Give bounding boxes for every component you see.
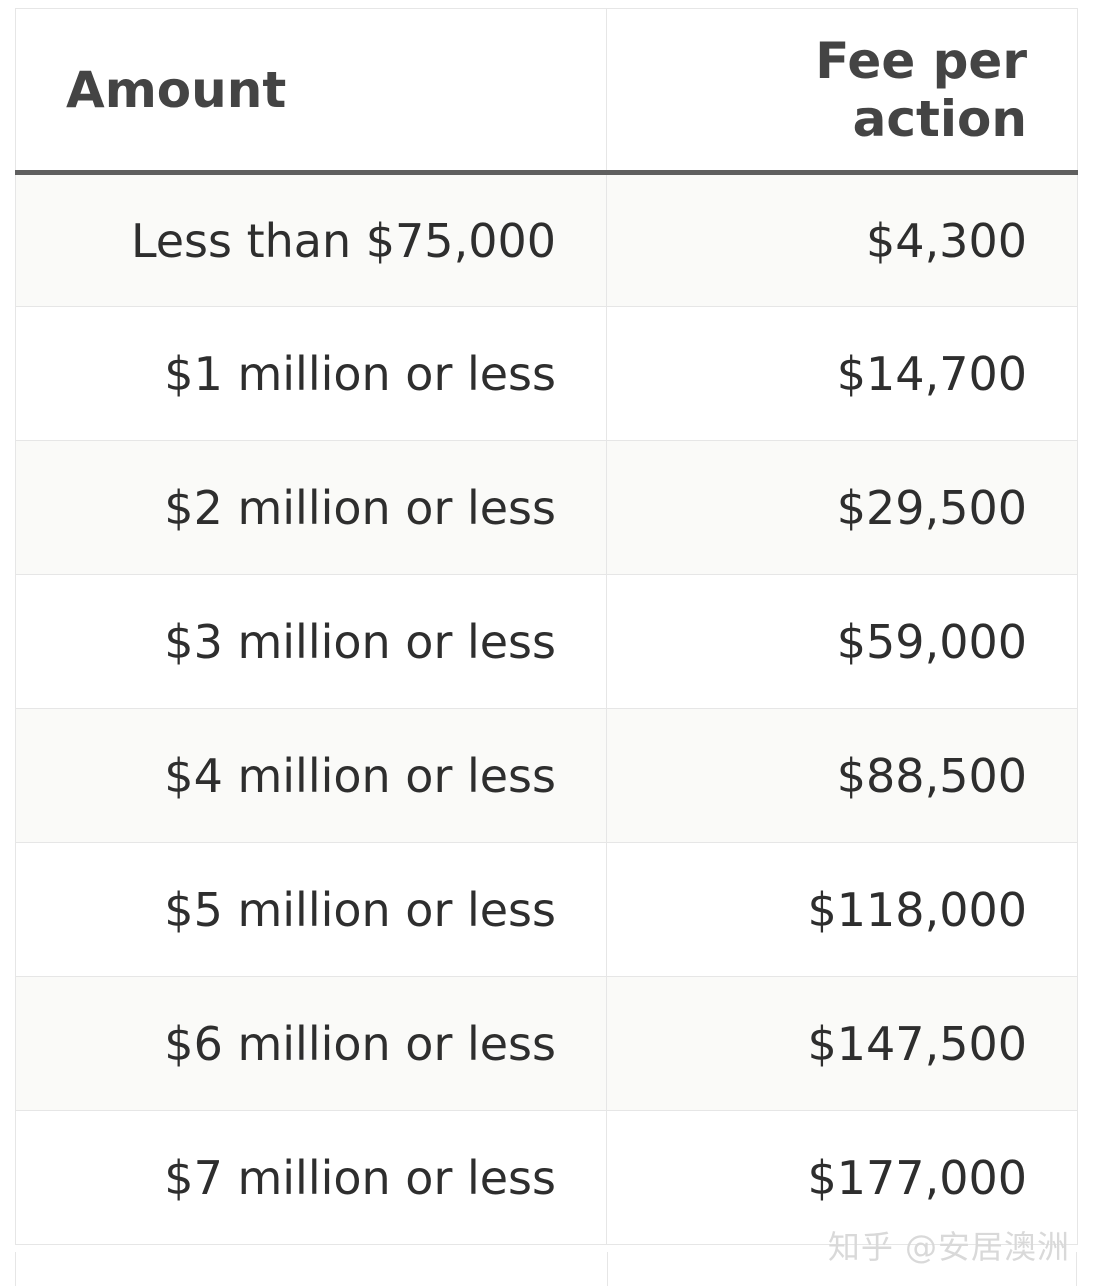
table-row: $7 million or less $177,000 <box>15 1110 1078 1245</box>
table-row: $4 million or less $88,500 <box>15 708 1078 843</box>
fee-table-container: Amount Fee per action Less than $75,000 … <box>15 8 1078 1245</box>
table-row: Less than $75,000 $4,300 <box>15 172 1078 307</box>
fee-cell: $14,700 <box>606 306 1078 441</box>
amount-cell: $3 million or less <box>15 574 607 709</box>
fee-cell: $59,000 <box>606 574 1078 709</box>
column-divider <box>607 1252 608 1286</box>
amount-cell: $2 million or less <box>15 440 607 575</box>
header-amount: Amount <box>15 8 607 175</box>
fee-cell: $29,500 <box>606 440 1078 575</box>
fee-cell: $147,500 <box>606 976 1078 1111</box>
table-row: $2 million or less $29,500 <box>15 440 1078 575</box>
table-row: $6 million or less $147,500 <box>15 976 1078 1111</box>
header-fee-per-action: Fee per action <box>606 8 1078 175</box>
fee-cell: $88,500 <box>606 708 1078 843</box>
table-row: $3 million or less $59,000 <box>15 574 1078 709</box>
header-row: Amount Fee per action <box>15 8 1078 175</box>
amount-cell: Less than $75,000 <box>15 172 607 307</box>
table-row: $5 million or less $118,000 <box>15 842 1078 977</box>
watermark: 知乎 @安居澳洲 <box>827 1228 1070 1266</box>
amount-cell: $5 million or less <box>15 842 607 977</box>
amount-cell: $4 million or less <box>15 708 607 843</box>
fee-cell: $177,000 <box>606 1110 1078 1245</box>
fee-table: Amount Fee per action Less than $75,000 … <box>15 8 1078 1245</box>
amount-cell: $1 million or less <box>15 306 607 441</box>
table-row: $1 million or less $14,700 <box>15 306 1078 441</box>
amount-cell: $7 million or less <box>15 1110 607 1245</box>
amount-cell: $6 million or less <box>15 976 607 1111</box>
fee-cell: $118,000 <box>606 842 1078 977</box>
partial-next-row <box>15 1252 1077 1286</box>
fee-cell: $4,300 <box>606 172 1078 307</box>
